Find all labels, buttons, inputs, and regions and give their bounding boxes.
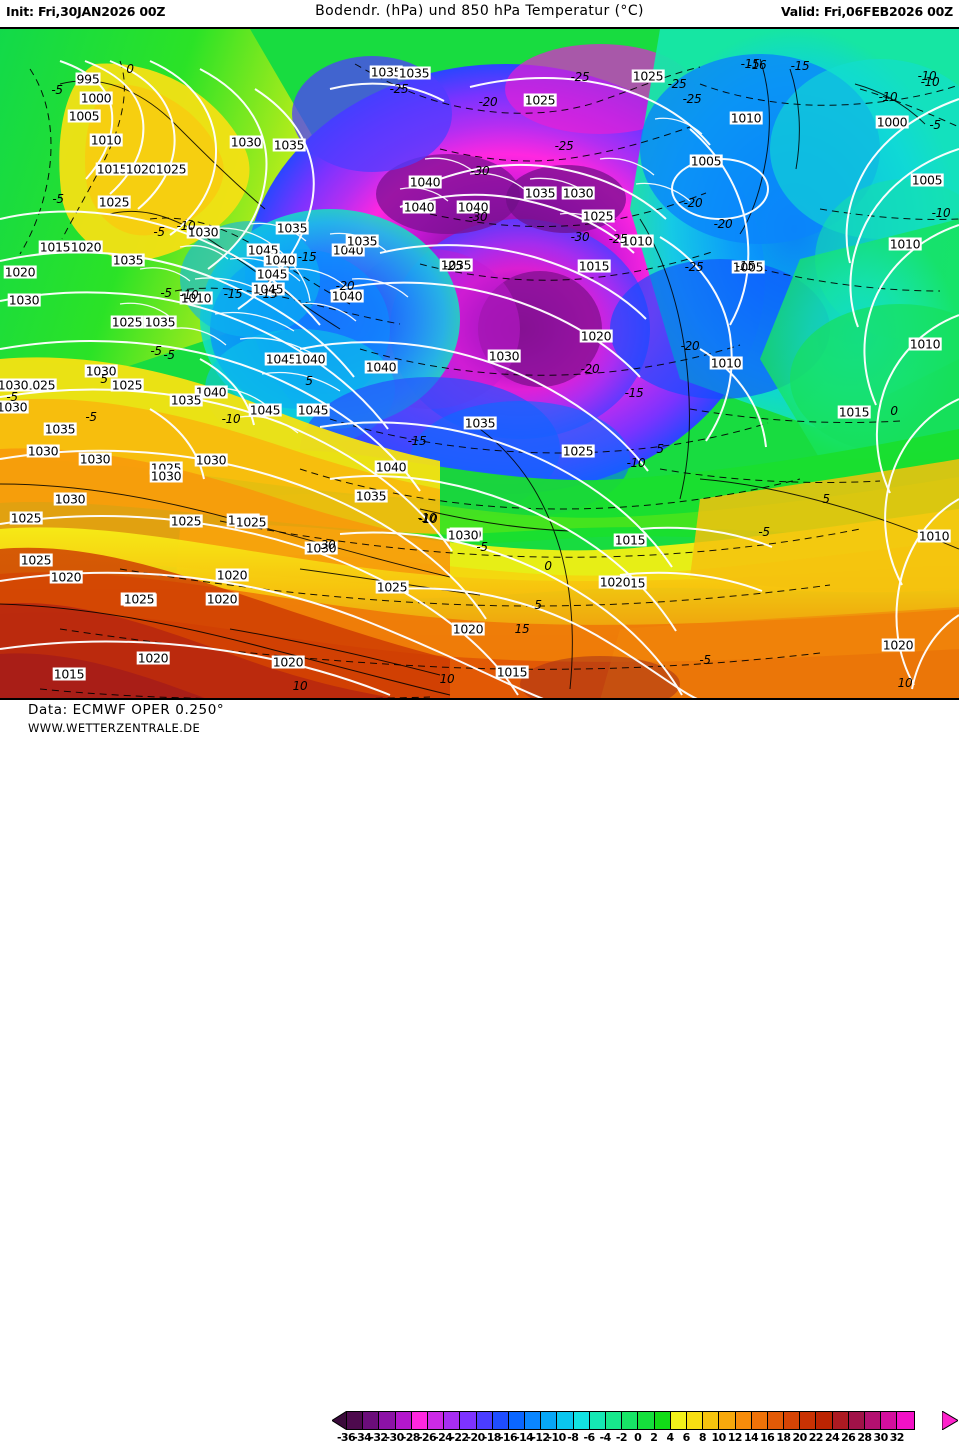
colorbar-swatch — [347, 1412, 364, 1429]
colorbar-tick: 22 — [808, 1431, 824, 1444]
colorbar-swatch — [541, 1412, 558, 1429]
colorbar-swatch — [589, 1412, 606, 1429]
colorbar-swatch — [606, 1412, 623, 1429]
colorbar-swatch — [686, 1412, 704, 1429]
colorbar-under-cap — [332, 1411, 347, 1430]
colorbar-tick: 12 — [727, 1431, 743, 1444]
map-frame: 995 1000 1005 1010 1015 1020 1025 1025 1030 1035 1… — [0, 27, 959, 700]
map-footer: Data: ECMWF OPER 0.250° WWW.WETTERZENTRA… — [0, 700, 959, 1444]
init-time-label: Init: Fri,30JAN2026 00Z — [6, 4, 166, 19]
colorbar-tick: 28 — [857, 1431, 872, 1444]
colorbar-tick: 10 — [711, 1431, 727, 1444]
page-title: Bodendr. (hPa) und 850 hPa Temperatur (°… — [315, 3, 644, 19]
colorbar-swatch — [444, 1412, 461, 1429]
colorbar-swatch — [622, 1412, 639, 1429]
temperature-colorbar[interactable]: -36 -34 -32 -30 -28 -26 -24 -22 -20 -18 -16 -14 -12-… — [332, 1411, 958, 1444]
map-canvas[interactable]: 995 1000 1005 1010 1015 1020 1025 1025 1030 1035 1… — [0, 29, 959, 698]
colorbar-swatch — [363, 1412, 380, 1429]
colorbar-swatch — [379, 1412, 396, 1429]
colorbar-tick: 2 — [650, 1431, 658, 1444]
colorbar-swatch — [881, 1412, 898, 1429]
colorbar-swatch — [476, 1412, 493, 1429]
colorbar-swatch — [638, 1412, 655, 1429]
colorbar-swatch — [411, 1412, 428, 1429]
temperature-field — [0, 29, 959, 698]
colorbar-tick: 0 — [634, 1431, 642, 1444]
colorbar-swatch — [508, 1412, 526, 1429]
colorbar-tick: 14 — [743, 1431, 759, 1444]
colorbar-swatch — [525, 1412, 542, 1429]
colorbar-tick-labels: -36 -34 -32 -30 -28 -26 -24 -22 -20 -18 -16 -14 -12-… — [337, 1431, 942, 1445]
colorbar-swatch — [865, 1412, 882, 1429]
colorbar-tick: -10 — [547, 1431, 567, 1444]
colorbar-tick: -2 — [615, 1431, 628, 1444]
colorbar-swatch — [897, 1412, 914, 1429]
colorbar-tick: 18 — [776, 1431, 791, 1444]
colorbar-swatch — [573, 1412, 590, 1429]
colorbar-tick: -6 — [583, 1431, 595, 1444]
colorbar-swatches — [346, 1411, 915, 1430]
colorbar-swatch — [751, 1412, 768, 1429]
colorbar-over-cap — [942, 1411, 958, 1430]
colorbar-swatch — [395, 1412, 412, 1429]
valid-time-label: Valid: Fri,06FEB2026 00Z — [780, 4, 953, 19]
colorbar-tick: 32 — [889, 1431, 905, 1444]
colorbar-tick: 30 — [873, 1431, 889, 1444]
colorbar-swatch — [670, 1412, 687, 1429]
colorbar-tick: 26 — [841, 1431, 856, 1444]
colorbar-tick: -4 — [599, 1431, 612, 1444]
colorbar-swatch — [800, 1412, 817, 1429]
colorbar-swatch — [816, 1412, 833, 1429]
colorbar-swatch — [557, 1412, 574, 1429]
colorbar-tick: 6 — [682, 1431, 691, 1444]
colorbar-swatch — [654, 1412, 671, 1429]
colorbar-swatch — [784, 1412, 801, 1429]
colorbar-swatch — [719, 1412, 736, 1429]
data-source-label: Data: ECMWF OPER 0.250° — [28, 702, 225, 718]
colorbar-swatch — [703, 1412, 720, 1429]
colorbar-swatch — [427, 1412, 445, 1429]
colorbar-tick: 20 — [792, 1431, 808, 1444]
colorbar-tick: -8 — [567, 1431, 579, 1444]
colorbar-tick: 16 — [760, 1431, 775, 1444]
colorbar-tick: 4 — [666, 1431, 674, 1444]
colorbar-tick: 24 — [824, 1431, 840, 1444]
colorbar-swatch — [492, 1412, 509, 1429]
colorbar-tick: 8 — [698, 1431, 707, 1444]
colorbar-swatch — [767, 1412, 785, 1429]
colorbar-swatch — [832, 1412, 849, 1429]
colorbar-swatch — [460, 1412, 477, 1429]
map-header: Init: Fri,30JAN2026 00Z Bodendr. (hPa) u… — [0, 0, 959, 27]
colorbar-swatch — [848, 1412, 865, 1429]
colorbar-swatch — [735, 1412, 752, 1429]
site-url-label: WWW.WETTERZENTRALE.DE — [28, 721, 201, 735]
